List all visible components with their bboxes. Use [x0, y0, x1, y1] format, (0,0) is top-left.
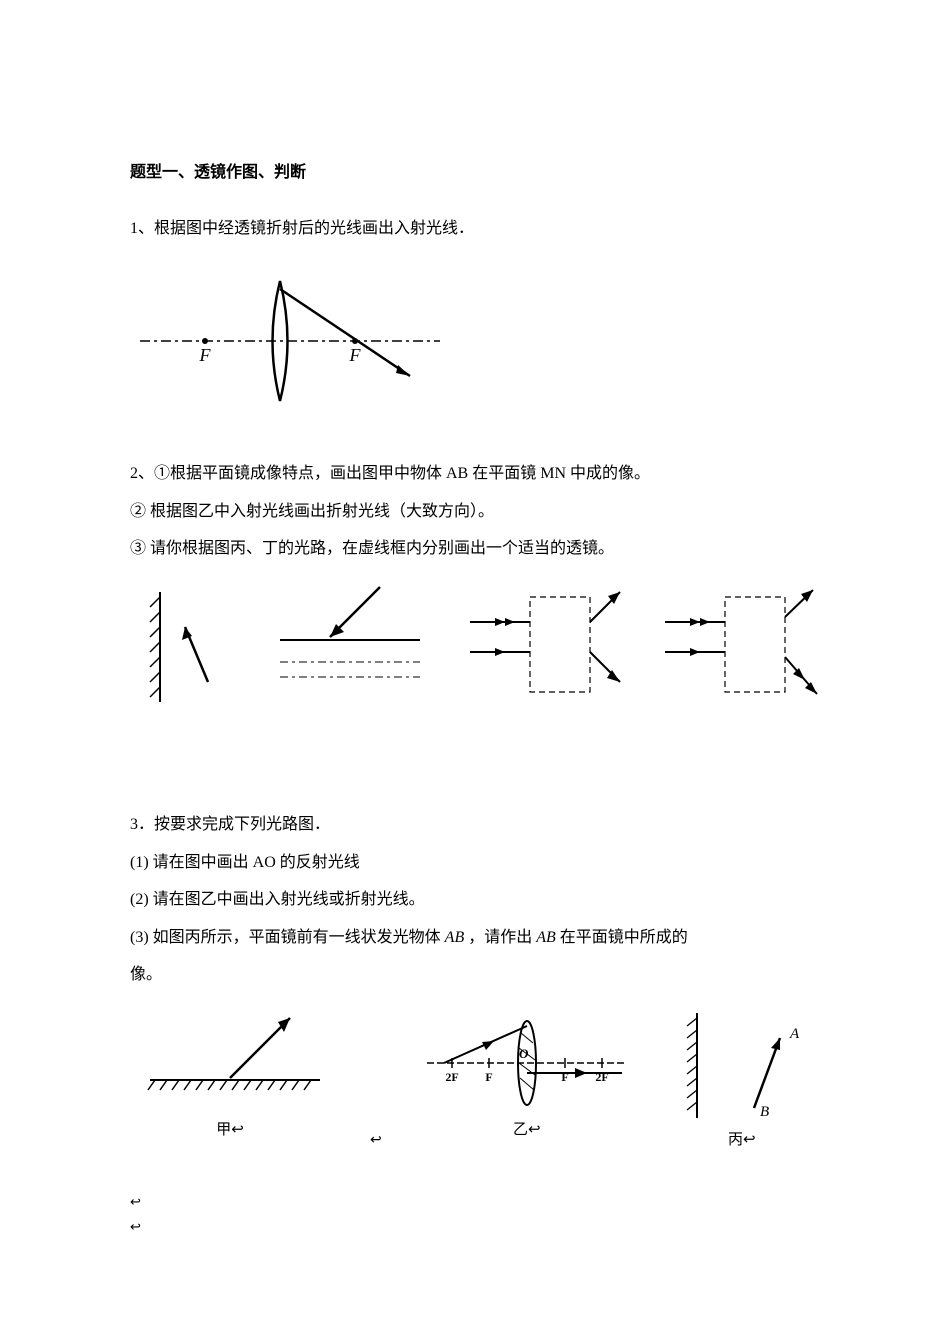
svg-text:F: F [349, 345, 362, 365]
page: 题型一、透镜作图、判断 1、根据图中经透镜折射后的光线画出入射光线． F F 2… [0, 0, 950, 1298]
svg-text:F: F [485, 1070, 492, 1084]
question-3-line0: 3．按要求完成下列光路图． [130, 812, 820, 838]
reflection-jia-icon [130, 1008, 330, 1118]
lens-diagram-icon: F F [130, 261, 450, 421]
figure-yi: 2F F O F 2F 乙↩ [422, 1008, 632, 1142]
label-yi: 乙↩ [422, 1118, 632, 1142]
figure-q1: F F [130, 261, 820, 421]
mirror-ab-icon [140, 582, 230, 712]
return-mark-1: ↩ [370, 1130, 382, 1152]
q3-l3-b: ，请作出 [468, 929, 532, 946]
svg-text:2F: 2F [445, 1070, 458, 1084]
spacer [130, 752, 820, 812]
section-heading: 题型一、透镜作图、判断 [130, 160, 820, 186]
lens-box-d-icon [655, 582, 820, 712]
label-jia: 甲↩ [130, 1118, 330, 1142]
lens-yi-icon: 2F F O F 2F [422, 1008, 632, 1118]
figure-q2-row [140, 582, 820, 712]
refraction-icon [260, 582, 430, 712]
question-2-line2: ② 根据图乙中入射光线画出折射光线（大致方向）。 [130, 499, 820, 525]
svg-text:O: O [519, 1046, 529, 1061]
svg-text:F: F [199, 345, 212, 365]
question-2-line3: ③ 请你根据图丙、丁的光路，在虚线框内分别画出一个适当的透镜。 [130, 536, 820, 562]
question-3-line3: (3) 如图丙所示，平面镜前有一线状发光物体 AB ，请作出 AB 在平面镜中所… [130, 925, 820, 951]
q3-l3-ab: AB [445, 929, 465, 946]
figure-bing: A B 丙↩ [672, 1008, 812, 1152]
figure-jia: 甲↩ [130, 1008, 330, 1142]
figure-q3-row: 甲↩ ↩ 2F F O [130, 1008, 820, 1152]
question-3-line4: 像。 [130, 962, 820, 988]
svg-text:B: B [760, 1104, 769, 1120]
mirror-bing-icon: A B [672, 1008, 812, 1128]
q3-l3-a: (3) 如图丙所示，平面镜前有一线状发光物体 [130, 929, 441, 946]
question-3-line2: (2) 请在图乙中画出入射光线或折射光线。 [130, 887, 820, 913]
svg-text:A: A [789, 1026, 800, 1042]
question-2-line1: 2、①根据平面镜成像特点，画出图甲中物体 AB 在平面镜 MN 中成的像。 [130, 461, 820, 487]
question-1-text: 1、根据图中经透镜折射后的光线画出入射光线． [130, 216, 820, 242]
lens-box-c-icon [460, 582, 625, 712]
return-mark-3: ↩ [130, 1217, 820, 1238]
q3-l3-c: 在平面镜中所成的 [560, 929, 688, 946]
return-mark-2: ↩ [130, 1192, 820, 1213]
q3-l3-ab2: AB [536, 929, 556, 946]
label-bing: 丙↩ [672, 1128, 812, 1152]
question-3-line1: (1) 请在图中画出 AO 的反射光线 [130, 850, 820, 876]
